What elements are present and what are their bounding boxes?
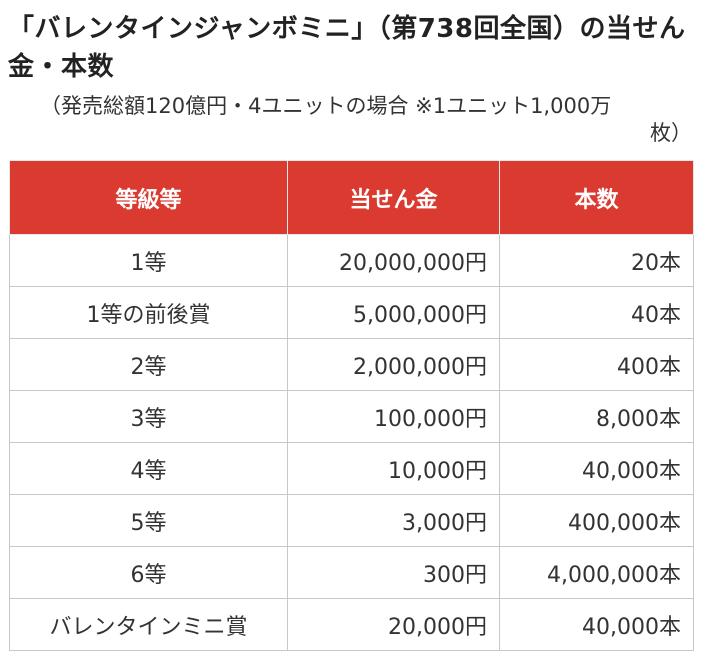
page-title: 「バレンタインジャンボミニ」（第738回全国）の当せん金・本数 [8,14,686,82]
amount-cell: 100,000円 [287,390,500,443]
header-grade: 等級等 [9,160,288,235]
prize-table-header: 等級等 当せん金 本数 [9,160,694,235]
prize-table: 等級等 当せん金 本数 1等 20,000,000円 20本 1等の前後賞 5,… [9,160,694,651]
count-cell: 40本 [499,286,694,339]
count-cell: 400本 [499,338,694,391]
header-row: 等級等 当せん金 本数 [9,160,694,235]
header-count: 本数 [499,160,694,235]
grade-cell: 1等の前後賞 [9,286,288,339]
prize-table-body: 1等 20,000,000円 20本 1等の前後賞 5,000,000円 40本… [9,234,694,651]
sales-note-line1: （発売総額120億円・4ユニットの場合 ※1ユニット1,000万 [40,94,612,118]
table-row: 1等の前後賞 5,000,000円 40本 [9,286,694,339]
amount-cell: 300円 [287,546,500,599]
amount-cell: 3,000円 [287,494,500,547]
count-cell: 8,000本 [499,390,694,443]
table-row: バレンタインミニ賞 20,000円 40,000本 [9,598,694,651]
sales-note: （発売総額120億円・4ユニットの場合 ※1ユニット1,000万 枚） [40,93,692,147]
grade-cell: バレンタインミニ賞 [9,598,288,651]
sales-note-line2: 枚） [650,121,692,145]
table-row: 6等 300円 4,000,000本 [9,546,694,599]
grade-cell: 2等 [9,338,288,391]
table-row: 1等 20,000,000円 20本 [9,234,694,287]
count-cell: 40,000本 [499,598,694,651]
grade-cell: 3等 [9,390,288,443]
table-row: 2等 2,000,000円 400本 [9,338,694,391]
grade-cell: 1等 [9,234,288,287]
grade-cell: 4等 [9,442,288,495]
table-row: 5等 3,000円 400,000本 [9,494,694,547]
table-row: 3等 100,000円 8,000本 [9,390,694,443]
count-cell: 20本 [499,234,694,287]
count-cell: 400,000本 [499,494,694,547]
count-cell: 4,000,000本 [499,546,694,599]
grade-cell: 5等 [9,494,288,547]
amount-cell: 20,000円 [287,598,500,651]
table-row: 4等 10,000円 40,000本 [9,442,694,495]
grade-cell: 6等 [9,546,288,599]
amount-cell: 10,000円 [287,442,500,495]
header-amount: 当せん金 [287,160,500,235]
amount-cell: 20,000,000円 [287,234,500,287]
amount-cell: 2,000,000円 [287,338,500,391]
amount-cell: 5,000,000円 [287,286,500,339]
count-cell: 40,000本 [499,442,694,495]
